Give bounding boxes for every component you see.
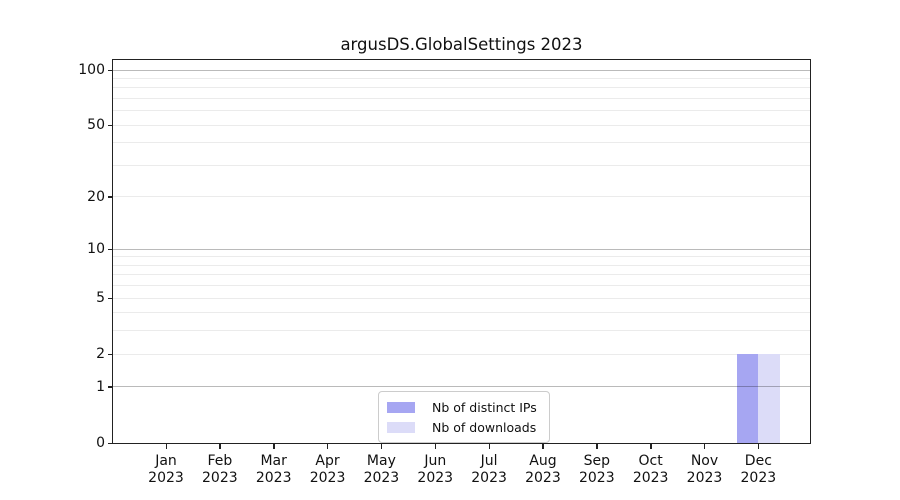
y-tick-label: 10 [87,241,105,258]
x-tick-year: 2023 [471,469,507,486]
x-tick-month: Sep [583,453,610,469]
gridline-minor [113,124,810,126]
gridline-minor [113,256,810,258]
y-tick-label: 20 [87,188,105,205]
x-tick-mark [434,444,437,449]
x-tick-month: Oct [638,453,663,469]
gridline-minor [113,274,810,276]
x-tick-month: Aug [529,453,557,469]
x-tick-month: Dec [744,453,772,469]
x-tick-year: 2023 [686,469,723,486]
x-tick-label: Aug 2023 [511,453,575,486]
y-tick-label: 100 [78,62,105,78]
y-tick-label: 5 [96,290,105,307]
gridline-minor [113,164,810,166]
x-tick-month: Mar [260,453,287,469]
gridline-minor [113,330,810,332]
y-tick-label: 50 [87,117,105,134]
y-tick-mark [108,353,113,356]
gridline-minor [113,196,810,198]
legend-label: Nb of distinct IPs [432,399,537,415]
chart-title: argusDS.GlobalSettings 2023 [340,35,583,54]
y-tick-label: 0 [96,435,105,451]
x-tick-mark [757,444,760,449]
x-tick-mark [327,444,329,449]
gridline-major [113,248,810,250]
x-tick-mark [165,444,167,449]
legend-label: Nb of downloads [432,419,537,435]
gridline-minor [113,110,810,112]
x-tick-year: 2023 [363,469,400,486]
legend-item: Nb of distinct IPs [387,399,537,415]
bar-downloads [758,354,780,443]
x-tick-label: Dec 2023 [726,453,790,486]
x-tick-label: Sep 2023 [565,453,629,486]
y-tick-mark [108,69,113,71]
x-tick-month: May [366,453,396,469]
plot-area [112,59,811,444]
gridline-minor [113,87,810,89]
x-tick-year: 2023 [202,469,238,486]
x-tick-mark [650,444,652,449]
x-tick-month: Jan [155,453,177,469]
gridline-minor [113,264,810,266]
x-tick-month: Apr [315,453,340,469]
y-tick-label: 1 [96,378,105,395]
gridline-minor [113,353,810,355]
y-tick-mark [108,386,113,388]
x-tick-label: Jun 2023 [403,453,467,486]
x-tick-mark [704,444,706,449]
x-tick-year: 2023 [417,469,454,486]
x-tick-year: 2023 [632,469,669,486]
gridline-minor [113,97,810,99]
x-tick-month: Nov [690,453,719,469]
gridline-minor [113,77,810,79]
bar-distinct-ips [736,354,759,443]
y-tick-mark [108,297,113,300]
legend: Nb of distinct IPs Nb of downloads [378,391,550,443]
x-tick-year: 2023 [740,469,777,486]
x-tick-label: Apr 2023 [296,453,360,486]
x-tick-label: May 2023 [349,453,413,486]
x-tick-label: Feb 2023 [188,453,252,486]
y-tick-mark [108,248,113,251]
gridline-minor [113,312,810,314]
x-tick-year: 2023 [255,469,292,486]
x-tick-mark [380,444,383,449]
x-tick-label: Jan 2023 [134,453,198,486]
gridline-minor [113,142,810,144]
x-tick-label: Jul 2023 [457,453,521,486]
x-tick-month: Feb [207,453,233,469]
x-tick-mark [488,444,490,449]
legend-item: Nb of downloads [387,419,537,435]
gridline-major [113,69,810,71]
x-tick-mark [596,444,598,449]
x-tick-mark [219,444,221,449]
gridline-major [113,386,810,388]
y-tick-mark [108,196,113,198]
gridline-minor [113,285,810,287]
x-tick-month: Jun [424,453,447,469]
x-tick-year: 2023 [148,469,184,486]
x-tick-label: Mar 2023 [242,453,306,486]
x-tick-label: Oct 2023 [619,453,683,486]
x-tick-year: 2023 [525,469,561,486]
gridline-minor [113,297,810,299]
x-tick-label: Nov 2023 [673,453,737,486]
x-tick-mark [273,444,275,449]
x-tick-year: 2023 [578,469,615,486]
x-tick-year: 2023 [309,469,346,486]
y-tick-mark [108,442,113,444]
legend-swatch [387,421,415,433]
x-tick-month: Jul [480,453,498,469]
legend-swatch [387,401,415,413]
x-tick-mark [542,444,544,449]
y-tick-mark [108,124,113,127]
y-tick-label: 2 [96,346,105,363]
